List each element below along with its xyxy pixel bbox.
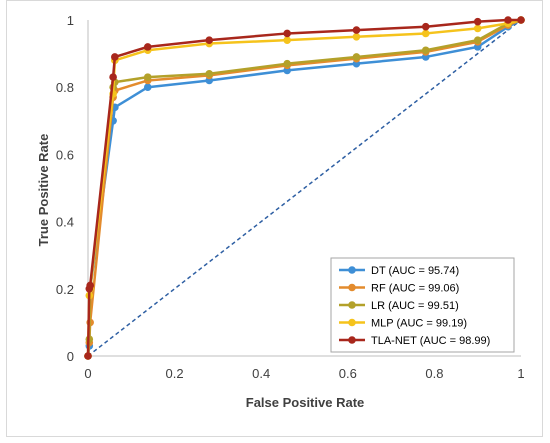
legend-entry: DT (AUC = 95.74)	[339, 265, 459, 277]
x-tick-labels: 0 0.2 0.4 0.6 0.8 1	[84, 366, 524, 381]
data-point	[109, 73, 117, 81]
data-point	[421, 46, 430, 55]
y-tick-label: 0	[67, 349, 74, 364]
series-4	[84, 16, 525, 360]
data-point	[283, 36, 291, 44]
legend-entry: TLA-NET (AUC = 98.99)	[339, 335, 490, 347]
x-tick-label: 0.8	[425, 366, 443, 381]
data-point	[352, 26, 361, 34]
chance-diagonal-line	[87, 19, 522, 357]
data-point	[352, 53, 361, 61]
legend-label: DT (AUC = 95.74)	[371, 265, 459, 277]
legend: DT (AUC = 95.74) RF (AUC = 99.06) LR (AUC …	[330, 257, 515, 353]
legend-swatch-marker	[348, 301, 356, 309]
series-layer	[84, 16, 525, 360]
data-point	[143, 43, 152, 51]
legend-swatch-marker	[348, 266, 356, 274]
data-point	[143, 73, 152, 81]
data-point	[421, 22, 430, 31]
data-point	[205, 69, 214, 78]
data-point	[473, 36, 482, 44]
data-point	[517, 16, 525, 24]
legend-swatch-marker	[348, 283, 356, 292]
x-tick-label: 0.6	[339, 366, 357, 381]
legend-label: RF (AUC = 99.06)	[371, 283, 459, 295]
data-point	[504, 16, 512, 24]
legend-label: MLP (AUC = 99.19)	[371, 318, 467, 330]
legend-label: LR (AUC = 99.51)	[371, 300, 459, 312]
y-tick-label: 0.6	[56, 147, 74, 162]
legend-label: TLA-NET (AUC = 98.99)	[371, 335, 490, 347]
y-axis-title: True Positive Rate	[36, 134, 51, 247]
y-tick-labels: 0 0.2 0.4 0.6 0.8 1	[56, 13, 74, 364]
y-tick-label: 0.2	[56, 282, 74, 297]
legend-swatch-marker	[348, 336, 356, 344]
legend-entry: RF (AUC = 99.06)	[339, 283, 459, 295]
data-point	[283, 59, 291, 68]
y-tick-label: 0.8	[56, 80, 74, 95]
data-point	[473, 17, 482, 26]
legend-entry: LR (AUC = 99.51)	[339, 300, 459, 312]
y-tick-label: 0.4	[56, 215, 74, 230]
x-axis-title: False Positive Rate	[246, 395, 365, 410]
data-point	[473, 24, 482, 33]
data-point	[86, 281, 94, 290]
data-point	[205, 36, 214, 44]
x-tick-label: 0.4	[252, 366, 270, 381]
x-tick-label: 0.2	[166, 366, 184, 381]
x-tick-label: 0	[84, 366, 91, 381]
data-point	[111, 53, 119, 61]
data-point	[352, 33, 361, 41]
legend-swatch-marker	[348, 318, 356, 327]
data-point	[84, 352, 92, 360]
legend-entry: MLP (AUC = 99.19)	[339, 318, 467, 330]
data-point	[143, 83, 152, 91]
data-point	[283, 29, 291, 38]
x-tick-label: 1	[517, 366, 524, 381]
data-point	[421, 29, 430, 38]
y-tick-label: 1	[67, 13, 74, 28]
